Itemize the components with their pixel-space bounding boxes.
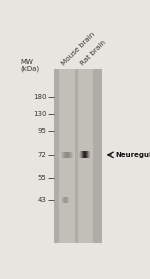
Text: 95: 95 (38, 128, 47, 134)
Text: 180: 180 (33, 94, 47, 100)
Text: 72: 72 (38, 152, 47, 158)
Text: Mouse brain: Mouse brain (60, 31, 96, 67)
Text: Neuregulin-1: Neuregulin-1 (115, 152, 150, 158)
Text: (kDa): (kDa) (20, 66, 39, 72)
Bar (59, 69, 75, 243)
Text: 43: 43 (38, 197, 47, 203)
Text: 55: 55 (38, 175, 47, 182)
Text: Rat brain: Rat brain (79, 39, 106, 67)
Bar (54, 69, 102, 243)
Bar (78, 69, 93, 243)
Text: 130: 130 (33, 111, 47, 117)
Text: MW: MW (20, 59, 33, 66)
